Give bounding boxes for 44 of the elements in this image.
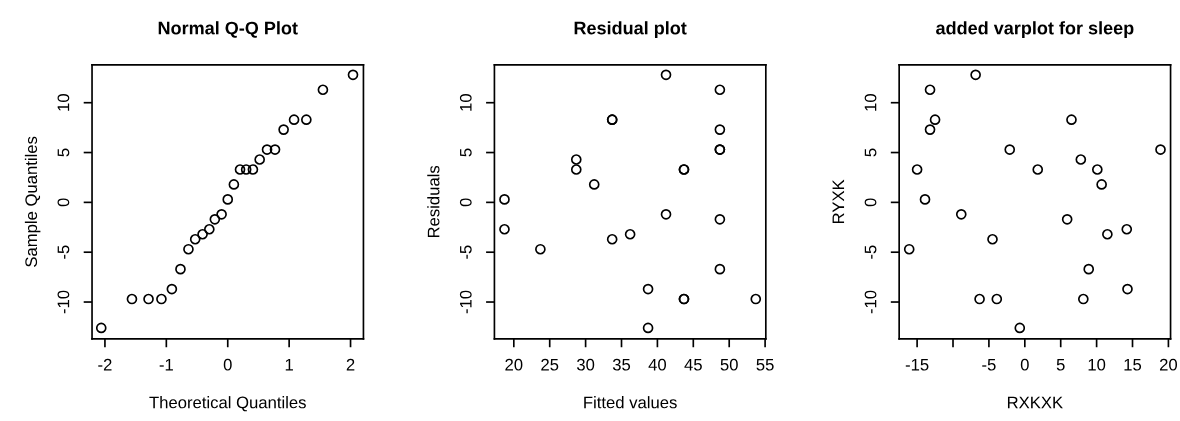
y-tick-label: 0: [459, 198, 472, 207]
x-axis-title: RXKXK: [1007, 396, 1063, 409]
x-axis-title: Fitted values: [584, 396, 677, 409]
x-tick-label: 20: [1159, 358, 1178, 371]
y-tick-label: -5: [460, 245, 472, 259]
x-tick-label: 25: [541, 358, 559, 371]
y-tick-label: 5: [864, 148, 877, 157]
x-tick-label: 1: [285, 358, 293, 371]
x-tick-label: 0: [1020, 358, 1029, 371]
chart-title: Normal Q-Q Plot: [158, 21, 298, 38]
y-tick-label: -10: [459, 290, 472, 314]
y-tick-label: 5: [57, 148, 70, 157]
y-tick-label: 0: [57, 198, 70, 207]
chart-title: Residual plot: [574, 21, 687, 39]
y-tick-label: 10: [459, 94, 472, 111]
y-tick-label: 10: [864, 94, 877, 111]
x-tick-label: 20: [505, 358, 523, 371]
x-tick-label: 50: [720, 358, 738, 371]
y-tick-label: -10: [864, 290, 877, 314]
x-tick-label: 45: [684, 358, 702, 371]
x-tick-label: 15: [1124, 358, 1142, 371]
y-tick-label: 5: [460, 148, 472, 157]
y-tick-label: -5: [57, 245, 70, 259]
y-tick-label: -10: [57, 290, 70, 314]
x-tick-label: 35: [612, 358, 631, 371]
x-tick-label: -1: [159, 358, 173, 371]
y-axis-title: Residuals: [427, 165, 440, 238]
y-tick-label: 10: [57, 94, 70, 111]
y-axis-title: RYXK: [832, 179, 845, 224]
x-tick-label: 2: [346, 358, 355, 371]
y-tick-label: -5: [864, 245, 877, 259]
x-tick-label: 10: [1088, 358, 1106, 371]
x-tick-label: 55: [756, 358, 774, 371]
x-tick-label: -15: [905, 358, 929, 371]
x-tick-label: 0: [223, 358, 232, 371]
x-tick-label: 30: [576, 358, 595, 371]
x-axis-title: Theoretical Quantiles: [149, 396, 306, 412]
chart-title: added varplot for sleep: [936, 21, 1134, 39]
y-axis-title: Sample Quantiles: [24, 136, 41, 267]
y-tick-label: 0: [864, 198, 877, 207]
x-tick-label: 40: [648, 358, 667, 371]
x-tick-label: 5: [1056, 358, 1065, 371]
x-tick-label: -2: [98, 358, 112, 371]
x-tick-label: -5: [982, 358, 996, 371]
